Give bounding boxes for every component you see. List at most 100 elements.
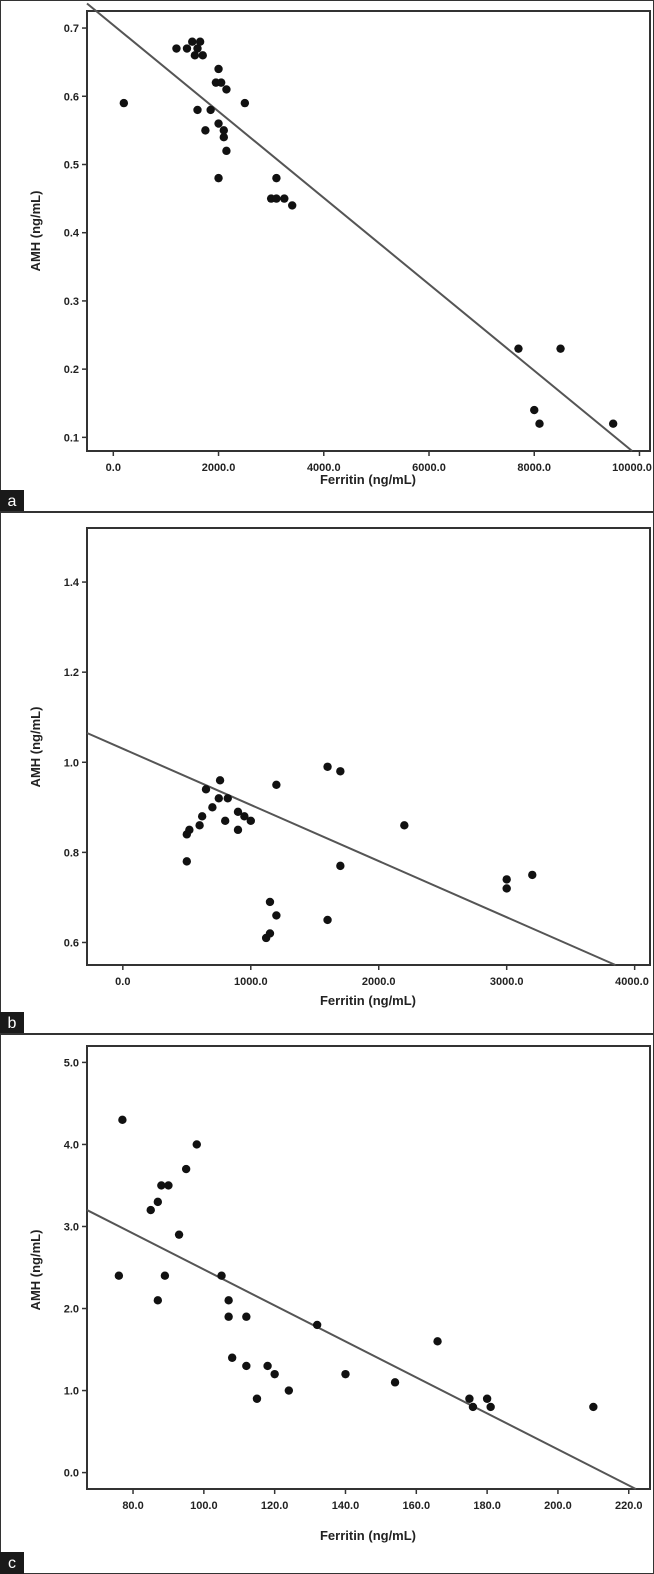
- data-point: [215, 776, 225, 785]
- data-point: [265, 897, 275, 907]
- x-tick-label: 10000.0: [612, 462, 652, 474]
- data-point: [190, 51, 200, 60]
- data-point: [219, 133, 229, 142]
- x-tick-label: 6000.0: [412, 462, 446, 474]
- data-point: [270, 1369, 279, 1379]
- data-point: [188, 37, 197, 46]
- data-point: [502, 884, 511, 893]
- data-point: [206, 105, 215, 115]
- data-point: [217, 1271, 226, 1280]
- data-point: [118, 1115, 127, 1125]
- data-point: [195, 37, 205, 46]
- data-point: [433, 1337, 442, 1346]
- data-point: [146, 1205, 155, 1215]
- data-point: [216, 78, 226, 87]
- panel-tag-a: a: [8, 493, 17, 510]
- x-ticks-b: 0.0 1000.0 2000.0 3000.0 4000.0: [115, 965, 649, 988]
- points-c: [114, 1115, 598, 1412]
- data-point: [160, 1271, 170, 1280]
- data-point: [482, 1394, 492, 1403]
- data-point: [201, 785, 211, 794]
- y-tick-label: 1.4: [64, 577, 80, 589]
- data-point: [400, 821, 409, 830]
- y-ticks-b: 0.6 0.8 1.0 1.2 1.4: [64, 577, 87, 949]
- y-tick-label: 0.7: [64, 23, 79, 35]
- regression-line: [86, 732, 616, 966]
- data-point: [272, 194, 281, 203]
- regression-line: [86, 1209, 637, 1490]
- x-tick-label: 180.0: [473, 1500, 501, 1512]
- data-point: [174, 1230, 184, 1239]
- data-point: [198, 51, 207, 60]
- panel-tag-b: b: [8, 1015, 17, 1032]
- data-point: [535, 419, 544, 428]
- data-point: [608, 419, 618, 428]
- data-point: [224, 1296, 233, 1305]
- data-point: [222, 85, 231, 94]
- points-a: [119, 37, 618, 428]
- data-point: [312, 1320, 322, 1330]
- data-point: [185, 825, 194, 835]
- data-point: [252, 1394, 262, 1403]
- data-point: [284, 1386, 294, 1395]
- y-tick-label: 1.2: [64, 667, 79, 679]
- data-point: [272, 911, 281, 920]
- panel-tag-box-c: [0, 1552, 24, 1574]
- data-point: [246, 816, 255, 826]
- y-ticks-a: 0.1 0.2 0.3 0.4 0.5 0.6 0.7: [64, 23, 87, 444]
- x-ticks-c: 80.0 100.0 120.0 140.0 160.0 180.0 200.0 220.0: [122, 1489, 643, 1512]
- x-axis-label-b: Ferritin (ng/mL): [320, 993, 416, 1008]
- data-point: [208, 803, 217, 812]
- y-tick-label: 0.5: [64, 159, 79, 171]
- y-tick-label: 4.0: [64, 1139, 79, 1151]
- data-point: [240, 812, 249, 821]
- x-axis-label-a: Ferritin (ng/mL): [320, 472, 416, 487]
- data-point: [182, 857, 192, 866]
- y-tick-label: 0.6: [64, 91, 79, 103]
- data-point: [390, 1378, 400, 1387]
- x-tick-label: 2000.0: [362, 976, 396, 988]
- y-tick-label: 1.0: [64, 1386, 79, 1398]
- y-tick-label: 2.0: [64, 1304, 79, 1316]
- data-point: [214, 794, 223, 803]
- panel-b: 0.0 1000.0 2000.0 3000.0 4000.0 0.6 0.8 1.0 1.2…: [0, 511, 654, 1035]
- plot-area-b: [86, 527, 651, 966]
- x-tick-label: 160.0: [403, 1500, 431, 1512]
- data-point: [195, 821, 204, 830]
- x-tick-label: 220.0: [615, 1500, 643, 1512]
- data-point: [219, 126, 229, 135]
- data-point: [272, 173, 281, 183]
- data-point: [468, 1402, 478, 1412]
- y-tick-label: 0.3: [64, 296, 79, 308]
- data-point: [556, 344, 565, 353]
- x-tick-label: 0.0: [106, 462, 121, 474]
- fit-c: [86, 1209, 637, 1490]
- plot-area-a: [86, 10, 651, 452]
- y-axis-label-b: AMH (ng/mL): [28, 707, 43, 788]
- data-point: [164, 1181, 173, 1190]
- data-point: [153, 1296, 163, 1305]
- data-point: [242, 1361, 251, 1371]
- data-point: [193, 44, 202, 53]
- data-point: [233, 825, 243, 835]
- x-tick-label: 4000.0: [615, 976, 649, 988]
- y-tick-label: 0.2: [64, 364, 79, 376]
- points-b: [182, 762, 537, 943]
- panel-c: 80.0 100.0 120.0 140.0 160.0 180.0 200.0 220.0 …: [0, 1033, 654, 1574]
- x-tick-label: 4000.0: [307, 462, 341, 474]
- data-point: [214, 119, 223, 128]
- x-tick-label: 200.0: [544, 1500, 572, 1512]
- data-point: [465, 1394, 474, 1403]
- data-point: [201, 126, 210, 135]
- data-point: [336, 861, 345, 871]
- data-point: [272, 780, 281, 789]
- data-point: [224, 1312, 233, 1321]
- data-point: [486, 1402, 495, 1412]
- data-point: [214, 173, 223, 183]
- y-tick-label: 0.8: [64, 847, 79, 859]
- panel-a: 0.0 2000.0 4000.0 6000.0 8000.0 10000.0 0.10.…: [0, 0, 654, 513]
- data-point: [502, 875, 511, 884]
- x-tick-label: 0.0: [115, 976, 130, 988]
- y-tick-label: 0.6: [64, 937, 79, 949]
- panel-tag-box-b: [0, 1012, 24, 1034]
